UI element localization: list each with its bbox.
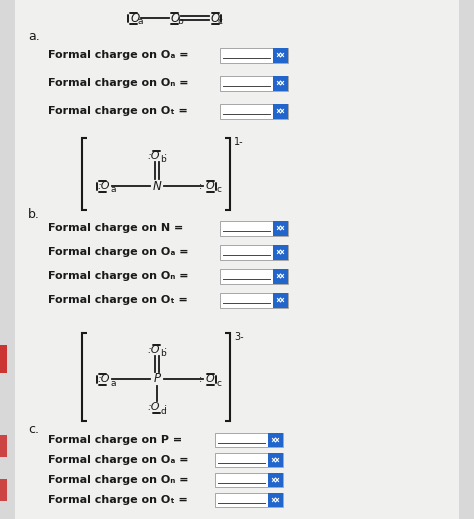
Text: d: d [160, 406, 166, 416]
Text: Formal charge on Oₙ =: Formal charge on Oₙ = [48, 271, 189, 281]
FancyBboxPatch shape [220, 268, 288, 283]
FancyBboxPatch shape [0, 435, 7, 457]
Text: Formal charge on Oₐ =: Formal charge on Oₐ = [48, 50, 189, 60]
Text: b: b [160, 349, 166, 359]
FancyBboxPatch shape [268, 473, 283, 487]
FancyBboxPatch shape [273, 48, 288, 62]
FancyBboxPatch shape [220, 293, 288, 307]
Text: c: c [218, 18, 222, 26]
FancyBboxPatch shape [273, 221, 288, 236]
FancyBboxPatch shape [215, 453, 283, 467]
Text: :O: :O [148, 345, 160, 355]
Text: b: b [177, 18, 183, 26]
FancyBboxPatch shape [220, 244, 288, 260]
Text: Formal charge on N =: Formal charge on N = [48, 223, 183, 233]
FancyBboxPatch shape [220, 75, 288, 90]
FancyBboxPatch shape [0, 479, 7, 501]
Text: a.: a. [28, 30, 40, 43]
FancyBboxPatch shape [215, 433, 283, 447]
Text: :O: :O [148, 402, 160, 412]
Text: O: O [210, 11, 219, 24]
Text: :O: :O [98, 374, 110, 384]
Text: :: : [200, 181, 202, 191]
FancyBboxPatch shape [268, 453, 283, 467]
Text: :: : [164, 151, 168, 161]
FancyBboxPatch shape [268, 493, 283, 507]
Text: :: : [164, 345, 168, 355]
Text: :: : [200, 374, 202, 384]
FancyBboxPatch shape [273, 103, 288, 118]
Text: O: O [130, 11, 140, 24]
Text: O: O [206, 181, 214, 191]
FancyBboxPatch shape [273, 293, 288, 307]
FancyBboxPatch shape [215, 493, 283, 507]
FancyBboxPatch shape [215, 473, 283, 487]
Text: a: a [110, 185, 116, 195]
Text: Formal charge on Oₙ =: Formal charge on Oₙ = [48, 78, 189, 88]
Text: a: a [110, 378, 116, 388]
Text: Formal charge on P =: Formal charge on P = [48, 435, 182, 445]
Text: Formal charge on Oₜ =: Formal charge on Oₜ = [48, 495, 188, 505]
Text: Formal charge on Oₜ =: Formal charge on Oₜ = [48, 295, 188, 305]
Text: Formal charge on Oₐ =: Formal charge on Oₐ = [48, 247, 189, 257]
Text: b.: b. [28, 208, 40, 221]
FancyBboxPatch shape [15, 0, 459, 519]
FancyBboxPatch shape [220, 221, 288, 236]
Text: :: : [164, 402, 168, 412]
Text: c: c [217, 378, 221, 388]
Text: 1-: 1- [234, 137, 244, 147]
Text: N: N [153, 180, 161, 193]
Text: c: c [217, 185, 221, 195]
Text: :O: :O [98, 181, 110, 191]
Text: P: P [154, 373, 161, 386]
FancyBboxPatch shape [0, 345, 7, 373]
Text: a: a [137, 18, 143, 26]
FancyBboxPatch shape [273, 244, 288, 260]
FancyBboxPatch shape [220, 48, 288, 62]
FancyBboxPatch shape [273, 75, 288, 90]
Text: b: b [160, 156, 166, 165]
FancyBboxPatch shape [220, 103, 288, 118]
Text: Formal charge on Oₜ =: Formal charge on Oₜ = [48, 106, 188, 116]
Text: O: O [206, 374, 214, 384]
FancyBboxPatch shape [273, 268, 288, 283]
Text: 3-: 3- [234, 332, 244, 342]
Text: :O: :O [148, 151, 160, 161]
Text: c.: c. [28, 423, 39, 436]
Text: Formal charge on Oₙ =: Formal charge on Oₙ = [48, 475, 189, 485]
Text: O: O [170, 11, 180, 24]
Text: Formal charge on Oₐ =: Formal charge on Oₐ = [48, 455, 189, 465]
FancyBboxPatch shape [268, 433, 283, 447]
